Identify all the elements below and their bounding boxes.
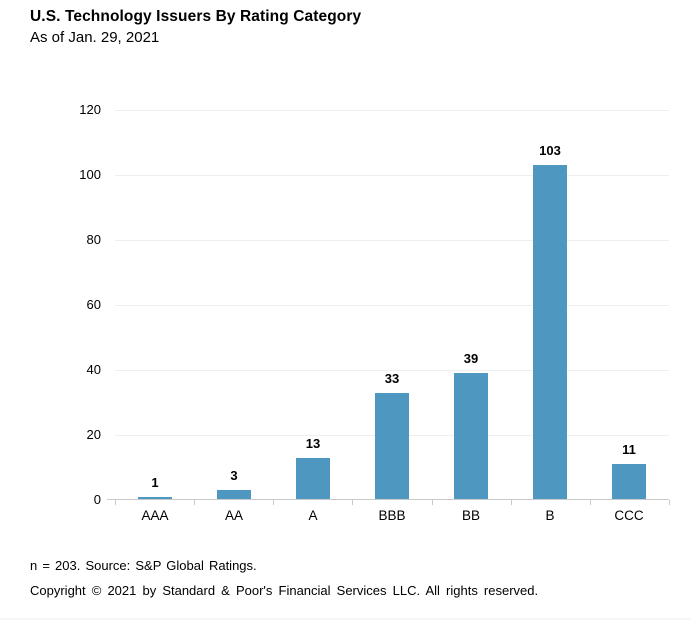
x-axis-category-label: BBB (378, 508, 406, 523)
x-axis-tick (669, 500, 670, 505)
x-axis-tick (194, 500, 196, 505)
bar-value-label: 39 (463, 351, 479, 366)
y-axis-tick-label: 120 (79, 102, 101, 117)
bar-value-label: 103 (539, 143, 561, 158)
y-axis-tick-label: 20 (86, 427, 101, 442)
x-axis-line (107, 499, 669, 500)
bar-value-label: 13 (305, 436, 321, 451)
copyright-note: Copyright © 2021 by Standard & Poor's Fi… (30, 583, 539, 598)
x-axis-category-label: B (545, 508, 555, 523)
y-gridline (115, 369, 669, 371)
x-axis-tick (352, 500, 354, 505)
x-axis-tick (589, 500, 591, 505)
bar-BB (454, 373, 488, 499)
y-gridline (115, 174, 669, 176)
x-axis-category-label: BB (461, 508, 480, 523)
y-axis-tick-label: 0 (93, 492, 101, 507)
x-axis-tick (510, 500, 512, 505)
y-axis-tick-label: 40 (86, 362, 101, 377)
x-axis-tick (115, 500, 116, 505)
x-axis-category-label: A (308, 508, 318, 523)
bar-AAA (138, 497, 172, 499)
x-axis-tick (273, 500, 275, 505)
bar-CCC (612, 464, 646, 499)
source-note: n = 203. Source: S&P Global Ratings. (30, 558, 257, 573)
x-axis-category-label: AAA (141, 508, 169, 523)
chart-title: U.S. Technology Issuers By Rating Catego… (30, 8, 362, 25)
y-axis-tick-label: 100 (79, 167, 101, 182)
bar-value-label: 11 (622, 442, 636, 457)
y-axis-tick-label: 60 (86, 297, 101, 312)
bar-value-label: 1 (151, 475, 159, 490)
x-axis-category-label: CCC (614, 508, 644, 523)
bar-B (533, 165, 567, 499)
bar-value-label: 33 (384, 371, 400, 386)
bar-A (296, 458, 330, 499)
y-gridline (115, 239, 669, 241)
bar-value-label: 3 (230, 468, 238, 483)
y-axis-tick-label: 80 (86, 232, 101, 247)
x-axis-tick (431, 500, 433, 505)
bar-BBB (375, 393, 409, 499)
y-gridline (115, 304, 669, 306)
x-axis-category-label: AA (224, 508, 243, 523)
y-gridline (115, 109, 669, 111)
bottom-divider (0, 618, 690, 620)
chart-subtitle: As of Jan. 29, 2021 (30, 29, 160, 46)
bar-AA (217, 490, 251, 499)
